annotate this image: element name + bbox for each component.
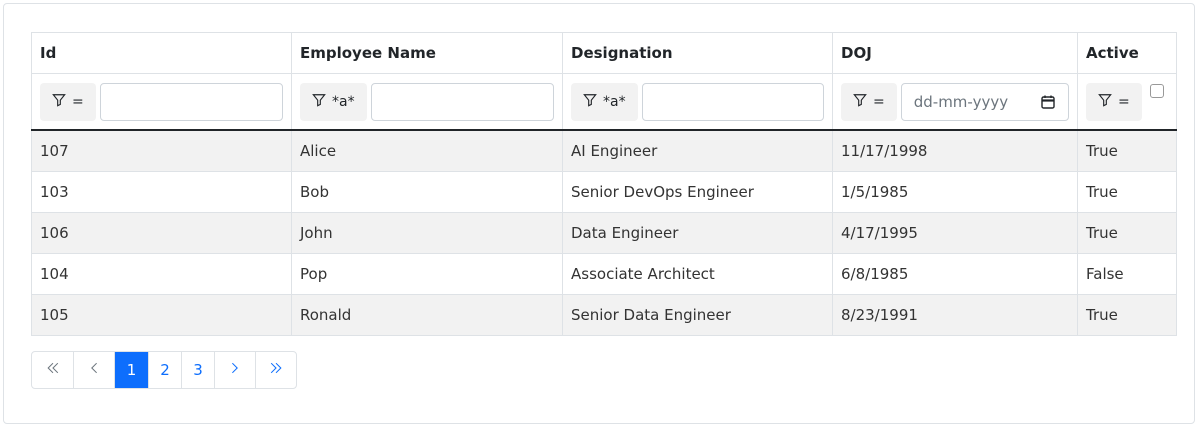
cell-designation: Data Engineer — [562, 212, 833, 254]
first-page-button[interactable] — [32, 352, 73, 388]
filter-input-employee-name[interactable] — [370, 82, 554, 121]
filter-checkbox-active[interactable] — [1149, 83, 1164, 98]
cell-id: 106 — [31, 212, 292, 254]
filter-operator-button-active[interactable]: = — [1086, 82, 1142, 121]
table-row[interactable]: 107 Alice AI Engineer 11/17/1998 True — [31, 129, 1177, 172]
filter-icon — [853, 93, 867, 111]
filter-cell-employee-name: *a* — [291, 73, 563, 131]
cell-designation: Senior Data Engineer — [562, 294, 833, 336]
cell-active: False — [1077, 253, 1177, 295]
cell-designation: AI Engineer — [562, 129, 833, 172]
cell-doj: 4/17/1995 — [832, 212, 1078, 254]
filter-operator-label: = — [873, 93, 885, 110]
filter-operator-button-id[interactable]: = — [40, 82, 96, 121]
filter-cell-id: = — [31, 73, 292, 131]
cell-doj: 8/23/1991 — [832, 294, 1078, 336]
filter-icon — [312, 93, 326, 111]
cell-id: 103 — [31, 171, 292, 213]
filter-input-designation[interactable] — [641, 82, 824, 121]
cell-employee-name: John — [291, 212, 563, 254]
table-row[interactable]: 106 John Data Engineer 4/17/1995 True — [31, 212, 1177, 254]
table-row[interactable]: 104 Pop Associate Architect 6/8/1985 Fal… — [31, 253, 1177, 295]
filter-cell-designation: *a* — [562, 73, 833, 131]
chevron-right-icon — [228, 361, 242, 379]
page-button-2[interactable]: 2 — [148, 352, 181, 388]
column-header-id[interactable]: Id — [31, 32, 292, 74]
cell-id: 104 — [31, 253, 292, 295]
pagination: 1 2 3 — [31, 351, 297, 389]
previous-page-button[interactable] — [73, 352, 114, 388]
calendar-icon[interactable] — [1040, 94, 1056, 110]
double-chevron-right-icon — [269, 361, 283, 379]
grid-card: Id Employee Name Designation DOJ Active … — [3, 3, 1195, 424]
chevron-left-icon — [87, 361, 101, 379]
filter-input-id[interactable] — [99, 82, 283, 121]
cell-active: True — [1077, 212, 1177, 254]
cell-id: 107 — [31, 129, 292, 172]
cell-id: 105 — [31, 294, 292, 336]
cell-doj: 1/5/1985 — [832, 171, 1078, 213]
cell-designation: Senior DevOps Engineer — [562, 171, 833, 213]
cell-employee-name: Pop — [291, 253, 563, 295]
cell-active: True — [1077, 129, 1177, 172]
filter-operator-label: *a* — [603, 93, 626, 110]
table-row[interactable]: 105 Ronald Senior Data Engineer 8/23/199… — [31, 294, 1177, 336]
filter-operator-button-employee-name[interactable]: *a* — [300, 82, 367, 121]
cell-employee-name: Bob — [291, 171, 563, 213]
column-header-doj[interactable]: DOJ — [832, 32, 1078, 74]
filter-icon — [583, 93, 597, 111]
cell-active: True — [1077, 294, 1177, 336]
page-button-3[interactable]: 3 — [181, 352, 214, 388]
filter-operator-label: = — [72, 93, 84, 110]
cell-doj: 6/8/1985 — [832, 253, 1078, 295]
column-header-employee-name[interactable]: Employee Name — [291, 32, 563, 74]
header-row: Id Employee Name Designation DOJ Active — [31, 32, 1177, 74]
filter-operator-button-doj[interactable]: = — [841, 82, 897, 121]
last-page-button[interactable] — [255, 352, 296, 388]
filter-cell-doj: = dd-mm-yyyy — [832, 73, 1078, 131]
filter-icon — [1098, 93, 1112, 111]
filter-operator-label: = — [1118, 93, 1130, 110]
table-row[interactable]: 103 Bob Senior DevOps Engineer 1/5/1985 … — [31, 171, 1177, 213]
filter-row: = *a* — [31, 73, 1177, 131]
filter-cell-active: = — [1077, 73, 1177, 131]
filter-operator-label: *a* — [332, 93, 355, 110]
filter-icon — [52, 93, 66, 111]
cell-active: True — [1077, 171, 1177, 213]
double-chevron-left-icon — [46, 361, 60, 379]
cell-designation: Associate Architect — [562, 253, 833, 295]
date-placeholder: dd-mm-yyyy — [913, 92, 1009, 111]
next-page-button[interactable] — [214, 352, 255, 388]
cell-employee-name: Ronald — [291, 294, 563, 336]
filter-operator-button-designation[interactable]: *a* — [571, 82, 638, 121]
cell-doj: 11/17/1998 — [832, 129, 1078, 172]
column-header-active[interactable]: Active — [1077, 32, 1177, 74]
page-button-1[interactable]: 1 — [114, 352, 148, 388]
filter-date-input-doj[interactable]: dd-mm-yyyy — [900, 82, 1069, 121]
employee-grid: Id Employee Name Designation DOJ Active … — [31, 32, 1177, 336]
cell-employee-name: Alice — [291, 129, 563, 172]
column-header-designation[interactable]: Designation — [562, 32, 833, 74]
